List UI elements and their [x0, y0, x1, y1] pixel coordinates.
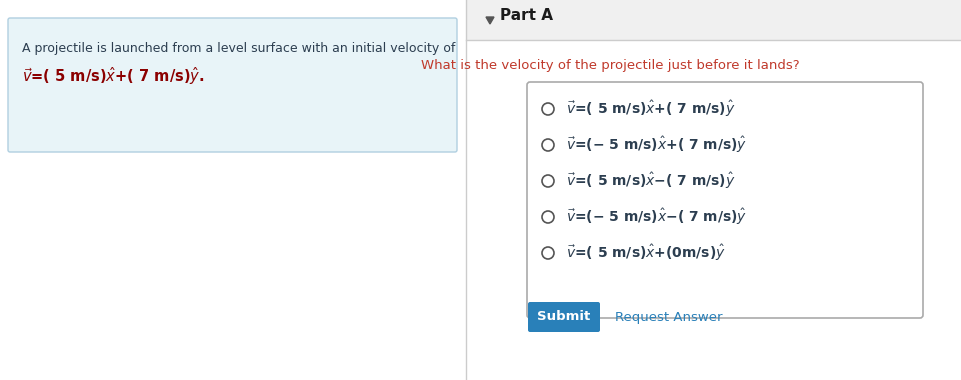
Text: Part A: Part A: [500, 8, 553, 24]
Text: $\vec{v}$​=( 5 m/s)$\hat{x}$+( 7 m/s)$\hat{y}$: $\vec{v}$​=( 5 m/s)$\hat{x}$+( 7 m/s)$\h…: [566, 99, 735, 119]
Text: $\vec{v}$=( 5 m/s)$\hat{x}$+( 7 m/s)$\hat{y}$.: $\vec{v}$=( 5 m/s)$\hat{x}$+( 7 m/s)$\ha…: [22, 65, 205, 87]
FancyBboxPatch shape: [8, 18, 457, 152]
FancyBboxPatch shape: [527, 82, 923, 318]
Text: $\vec{v}$​=(− 5 m/s)$\hat{x}$+( 7 m/s)$\hat{y}$: $\vec{v}$​=(− 5 m/s)$\hat{x}$+( 7 m/s)$\…: [566, 135, 748, 155]
Text: $\vec{v}$​=(− 5 m/s)$\hat{x}$−( 7 m/s)$\hat{y}$: $\vec{v}$​=(− 5 m/s)$\hat{x}$−( 7 m/s)$\…: [566, 207, 748, 227]
Text: What is the velocity of the projectile just before it lands?: What is the velocity of the projectile j…: [421, 59, 800, 71]
Text: A projectile is launched from a level surface with an initial velocity of: A projectile is launched from a level su…: [22, 42, 456, 55]
Text: Request Answer: Request Answer: [615, 310, 723, 323]
Text: Submit: Submit: [537, 310, 591, 323]
Text: $\vec{v}$​=( 5 m/s)$\hat{x}$+(0m/s)$\hat{y}$: $\vec{v}$​=( 5 m/s)$\hat{x}$+(0m/s)$\hat…: [566, 243, 726, 263]
Text: $\vec{v}$​=( 5 m/s)$\hat{x}$−( 7 m/s)$\hat{y}$: $\vec{v}$​=( 5 m/s)$\hat{x}$−( 7 m/s)$\h…: [566, 171, 735, 191]
Polygon shape: [486, 17, 494, 24]
FancyBboxPatch shape: [466, 0, 961, 40]
FancyBboxPatch shape: [528, 302, 600, 332]
